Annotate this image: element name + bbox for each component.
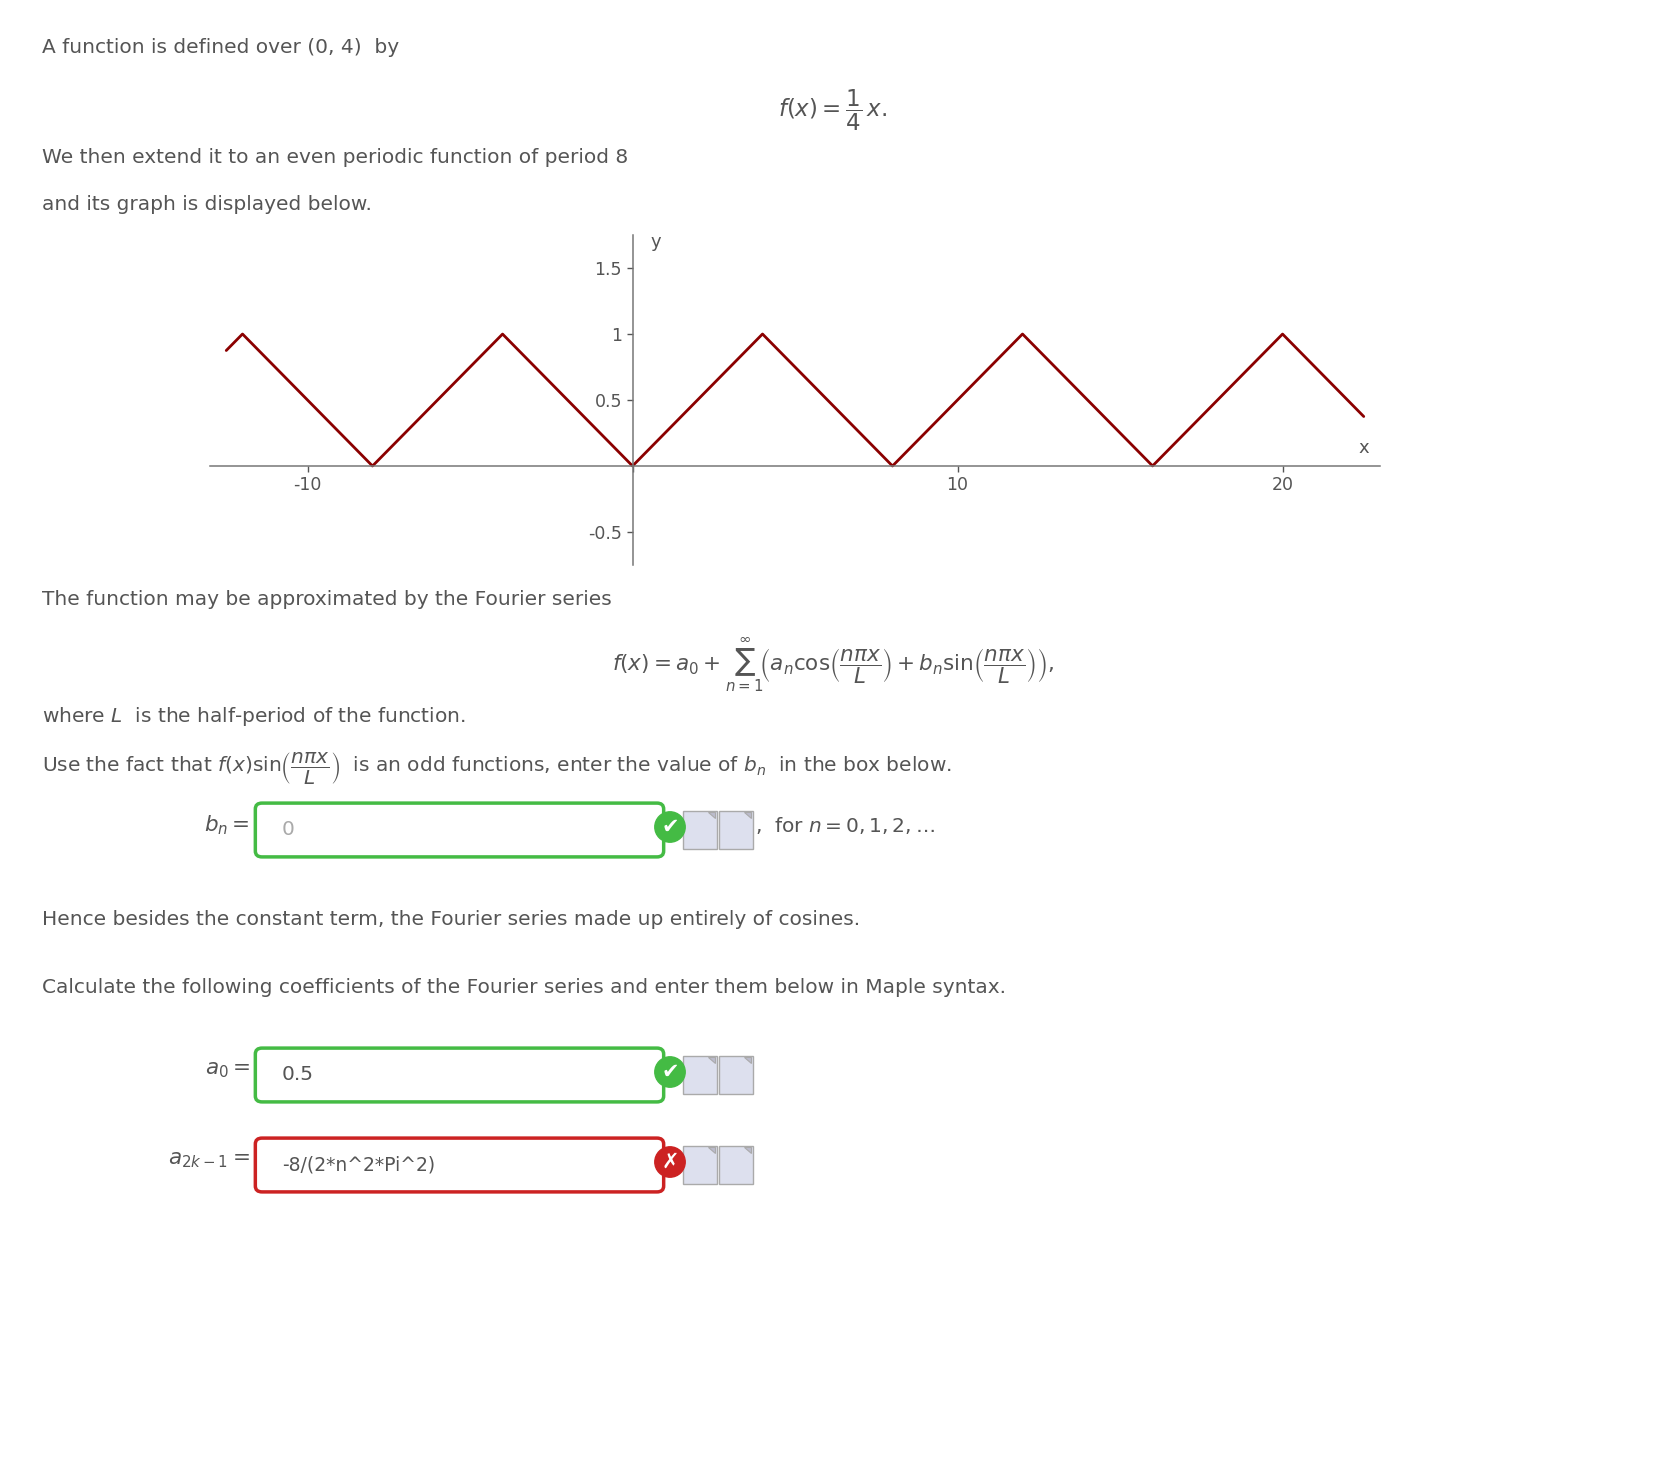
Polygon shape: [708, 1057, 715, 1063]
Text: Hence besides the constant term, the Fourier series made up entirely of cosines.: Hence besides the constant term, the Fou…: [42, 911, 860, 928]
Text: ,  for $n = 0, 1, 2, \ldots$: , for $n = 0, 1, 2, \ldots$: [755, 815, 935, 835]
Text: $a_0 =$: $a_0 =$: [205, 1060, 250, 1080]
Text: Calculate the following coefficients of the Fourier series and enter them below : Calculate the following coefficients of …: [42, 979, 1006, 996]
Text: A function is defined over (0, 4)  by: A function is defined over (0, 4) by: [42, 38, 400, 58]
Text: -8/(2*n^2*Pi^2): -8/(2*n^2*Pi^2): [282, 1156, 435, 1175]
Polygon shape: [745, 812, 751, 818]
Text: x: x: [1358, 438, 1369, 456]
Text: Use the fact that $f(x)\sin\!\left(\dfrac{n\pi x}{L}\right)$  is an odd function: Use the fact that $f(x)\sin\!\left(\dfra…: [42, 750, 951, 787]
Polygon shape: [745, 1057, 751, 1063]
Text: $a_{2k-1} =$: $a_{2k-1} =$: [168, 1150, 250, 1170]
Polygon shape: [745, 1147, 751, 1153]
Text: 0: 0: [282, 821, 295, 840]
Polygon shape: [708, 812, 715, 818]
FancyBboxPatch shape: [255, 803, 663, 858]
Text: $f(x) = \dfrac{1}{4}\, x.$: $f(x) = \dfrac{1}{4}\, x.$: [778, 89, 888, 133]
Text: y: y: [650, 233, 661, 251]
FancyBboxPatch shape: [683, 1145, 716, 1184]
FancyBboxPatch shape: [255, 1138, 663, 1193]
FancyBboxPatch shape: [255, 1048, 663, 1103]
Text: and its graph is displayed below.: and its graph is displayed below.: [42, 195, 372, 214]
Text: $f(x) = a_0 + \sum_{n=1}^{\infty}\!\left(a_n \cos\!\left(\dfrac{n\pi x}{L}\right: $f(x) = a_0 + \sum_{n=1}^{\infty}\!\left…: [611, 635, 1055, 694]
Text: where $L$  is the half-period of the function.: where $L$ is the half-period of the func…: [42, 706, 466, 728]
Text: $b_n =$: $b_n =$: [205, 813, 250, 837]
FancyBboxPatch shape: [683, 1055, 716, 1095]
Text: ✗: ✗: [661, 1151, 678, 1172]
Text: We then extend it to an even periodic function of period 8: We then extend it to an even periodic fu…: [42, 148, 628, 167]
Text: ✔: ✔: [661, 1063, 678, 1082]
Text: The function may be approximated by the Fourier series: The function may be approximated by the …: [42, 590, 611, 610]
FancyBboxPatch shape: [720, 1055, 753, 1095]
FancyBboxPatch shape: [720, 1145, 753, 1184]
Text: 0.5: 0.5: [282, 1066, 313, 1085]
FancyBboxPatch shape: [683, 810, 716, 850]
Polygon shape: [708, 1147, 715, 1153]
FancyBboxPatch shape: [720, 810, 753, 850]
Text: ✔: ✔: [661, 818, 678, 837]
